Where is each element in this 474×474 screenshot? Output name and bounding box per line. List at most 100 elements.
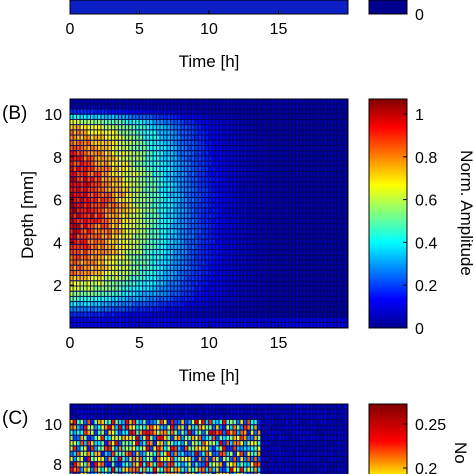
heatmap-cell <box>135 312 139 317</box>
heatmap-cell <box>247 124 251 130</box>
heatmap-cell <box>118 255 122 260</box>
heatmap-cell <box>254 182 258 187</box>
heatmap-cell <box>87 114 91 120</box>
heatmap-cell <box>240 472 244 474</box>
heatmap-cell <box>87 218 91 224</box>
heatmap-cell <box>295 317 299 323</box>
heatmap-cell <box>254 456 258 462</box>
heatmap-cell <box>205 104 209 109</box>
heatmap-cell <box>122 249 126 255</box>
heatmap-cell <box>205 446 209 451</box>
heatmap-cell <box>309 119 313 125</box>
heatmap-cell <box>330 414 334 420</box>
heatmap-cell <box>340 140 344 146</box>
heatmap-cell <box>104 228 108 234</box>
heatmap-cell <box>80 104 84 109</box>
heatmap-cell <box>198 234 202 239</box>
heatmap-cell <box>212 218 216 224</box>
heatmap-cell <box>177 446 181 451</box>
heatmap-cell <box>174 414 178 420</box>
heatmap-cell <box>111 451 115 457</box>
heatmap-cell <box>257 291 261 297</box>
heatmap-cell <box>188 291 192 297</box>
heatmap-cell <box>198 135 202 141</box>
heatmap-cell <box>219 104 223 109</box>
heatmap-cell <box>313 291 317 297</box>
heatmap-cell <box>340 462 344 467</box>
heatmap-cell <box>205 161 209 167</box>
heatmap-cell <box>323 451 327 457</box>
heatmap-cell <box>97 234 101 239</box>
heatmap-cell <box>327 182 331 187</box>
heatmap-cell <box>188 109 192 115</box>
heatmap-cell <box>118 135 122 141</box>
heatmap-cell <box>163 135 167 141</box>
heatmap-cell <box>188 425 192 430</box>
heatmap-cell <box>340 119 344 125</box>
heatmap-cell <box>306 467 310 473</box>
heatmap-cell <box>278 130 282 135</box>
heatmap-cell <box>142 414 146 420</box>
heatmap-cell <box>177 291 181 297</box>
heatmap-cell <box>278 213 282 219</box>
heatmap-cell <box>295 322 299 328</box>
heatmap-cell <box>226 156 230 161</box>
heatmap-cell <box>83 472 87 474</box>
heatmap-cell <box>128 291 132 297</box>
heatmap-cell <box>132 114 136 120</box>
heatmap-cell <box>76 312 80 317</box>
heatmap-cell <box>281 114 285 120</box>
heatmap-cell <box>184 275 188 281</box>
heatmap-cell <box>261 446 265 451</box>
heatmap-cell <box>257 467 261 473</box>
heatmap-cell <box>267 197 271 203</box>
heatmap-cell <box>340 286 344 291</box>
heatmap-cell <box>316 244 320 250</box>
heatmap-cell <box>153 286 157 291</box>
heatmap-cell <box>340 192 344 198</box>
heatmap-cell <box>222 462 226 467</box>
heatmap-cell <box>194 213 199 219</box>
heatmap-cell <box>292 208 296 213</box>
heatmap-cell <box>313 109 317 115</box>
heatmap-cell <box>156 472 160 474</box>
heatmap-cell <box>288 286 292 291</box>
heatmap-cell <box>212 409 216 414</box>
heatmap-cell <box>320 213 324 219</box>
heatmap-cell <box>316 281 320 286</box>
heatmap-cell <box>139 166 143 172</box>
heatmap-cell <box>323 296 327 302</box>
heatmap-cell <box>97 260 101 265</box>
heatmap-cell <box>205 281 209 286</box>
heatmap-cell <box>323 286 327 291</box>
heatmap-cell <box>73 130 77 135</box>
heatmap-cell <box>333 440 338 446</box>
heatmap-cell <box>281 260 285 265</box>
heatmap-cell <box>184 312 188 317</box>
heatmap-cell <box>83 462 87 467</box>
heatmap-cell <box>344 104 348 109</box>
heatmap-cell <box>233 244 237 250</box>
heatmap-cell <box>337 409 341 414</box>
heatmap-cell <box>250 145 254 151</box>
heatmap-cell <box>208 409 212 414</box>
heatmap-cell <box>184 213 188 219</box>
heatmap-cell <box>261 307 265 312</box>
heatmap-cell <box>142 255 146 260</box>
heatmap-cell <box>215 307 219 312</box>
heatmap-cell <box>327 176 331 182</box>
heatmap-cell <box>90 234 94 239</box>
heatmap-cell <box>94 171 98 177</box>
heatmap-cell <box>191 156 195 161</box>
heatmap-cell <box>104 451 108 457</box>
heatmap-cell <box>90 161 94 167</box>
heatmap-cell <box>320 435 324 441</box>
heatmap-cell <box>115 119 119 125</box>
heatmap-cell <box>90 150 94 156</box>
heatmap-cell <box>316 451 320 457</box>
heatmap-cell <box>128 435 132 441</box>
heatmap-cell <box>94 419 98 425</box>
heatmap-cell <box>101 414 105 420</box>
heatmap-cell <box>323 234 327 239</box>
heatmap-cell <box>261 109 265 115</box>
